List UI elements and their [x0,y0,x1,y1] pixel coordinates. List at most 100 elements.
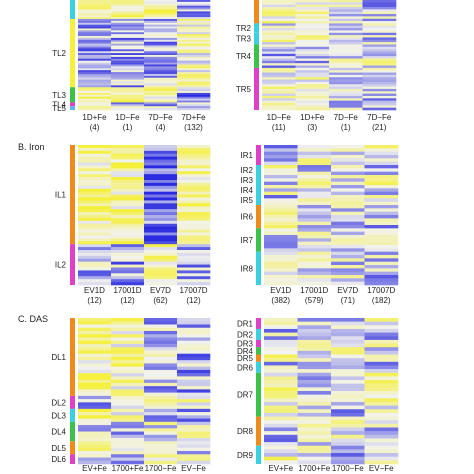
heatmap-cell [111,438,145,442]
heatmap-cell [331,171,365,176]
heatmap-cell [329,18,363,22]
heatmap-cell [111,238,145,242]
heatmap-cell [177,32,211,35]
heatmap-cell [177,51,211,54]
heatmap-cell [264,339,298,344]
cluster-bar [256,416,261,446]
heatmap-cell [111,356,145,361]
heatmap-cell [364,258,399,262]
heatmap-cell [144,168,178,172]
cluster-bar [254,0,259,24]
heatmap-cell [264,208,298,212]
heatmap-cell [362,107,397,111]
heatmap-cell [144,209,178,213]
heatmap-cell [329,105,363,108]
heatmap-cell [364,431,399,436]
heatmap-cell [78,188,112,192]
heatmap-cell [78,37,112,41]
heatmap-cell [297,412,332,417]
heatmap-cell [364,409,399,414]
heatmap-cell [264,175,298,179]
heatmap-cell [111,15,145,18]
heatmap-cell [362,37,397,41]
heatmap-cell [111,102,145,105]
heatmap-cell [78,15,112,18]
column-count: (579) [305,296,324,305]
heatmap-cell [111,147,145,152]
heatmap-cell [329,70,363,73]
heatmap-cell [111,340,145,345]
heatmap-cell [78,24,112,27]
heatmap-cell [264,361,298,366]
heatmap-cell [364,434,399,439]
cluster-label: DR8 [237,427,254,436]
heatmap-cell [78,1,112,5]
heatmap-cell [177,81,211,84]
heatmap-cell [295,63,330,66]
heatmap-cell [264,211,298,216]
heatmap-cell [364,372,399,377]
heatmap-cell [111,26,145,29]
heatmap-cell [78,165,112,169]
heatmap-cell [144,434,178,439]
heatmap-cell [144,191,178,195]
heatmap-cell [364,195,399,199]
heatmap-cell [78,60,112,63]
heatmap-cell [364,376,399,381]
heatmap-cell [144,11,178,14]
heatmap-cell [177,165,211,169]
heatmap-cell [297,261,332,266]
heatmap-cell [262,74,296,78]
heatmap-cell [78,229,112,233]
heatmap-cell [177,217,211,222]
heatmap-cell [297,145,332,149]
cluster-label: TR2 [236,24,252,33]
heatmap-cell [295,23,330,27]
heatmap-cell [144,22,178,25]
heatmap-cell [177,226,211,230]
cluster-bar [70,18,75,88]
heatmap-cell [364,358,399,363]
heatmap-cell [329,7,363,10]
heatmap-cell [364,321,399,326]
column-label: EV1D [270,286,291,295]
column-count: (71) [341,296,356,305]
heatmap-cell [295,74,330,78]
heatmap-cell [364,228,399,232]
heatmap-cell [144,203,178,207]
heatmap-cell [177,212,211,216]
heatmap-cell [177,415,211,419]
heatmap-cell [297,188,332,192]
heatmap-cell [177,324,211,329]
heatmap-cell [177,98,211,101]
heatmap-cell [329,44,363,48]
heatmap-cell [329,100,363,104]
heatmap-cell [111,62,145,65]
heatmap-cell [111,89,145,92]
heatmap-cell [331,175,365,179]
heatmap-cell [364,161,399,166]
heatmap-cell [111,28,145,31]
heatmap-cell [177,37,211,41]
heatmap-cell [264,261,298,266]
heatmap-cell [264,409,298,414]
heatmap-cell [78,425,112,429]
heatmap-panel: TL2TL3TL4TL51D+Fe(4)1D−Fe(1)7D−Fe(4)7D+F… [52,0,211,132]
heatmap-cell [331,215,365,219]
heatmap-cell [262,95,296,99]
heatmap-cell [177,276,211,280]
heatmap-cell [264,398,298,403]
heatmap-cell [144,252,178,257]
cluster-bar [254,44,259,68]
heatmap-cell [262,46,296,50]
heatmap-cell [362,42,397,45]
heatmap-cell [177,334,211,338]
heatmap-cell [331,228,365,232]
heatmap-cell [144,53,178,56]
cluster-label: DL6 [51,455,66,464]
heatmap-cell [111,22,145,25]
heatmap-cell [297,391,332,395]
heatmap-cell [331,221,365,226]
heatmap-cell [111,66,145,69]
heatmap-cell [262,49,296,52]
